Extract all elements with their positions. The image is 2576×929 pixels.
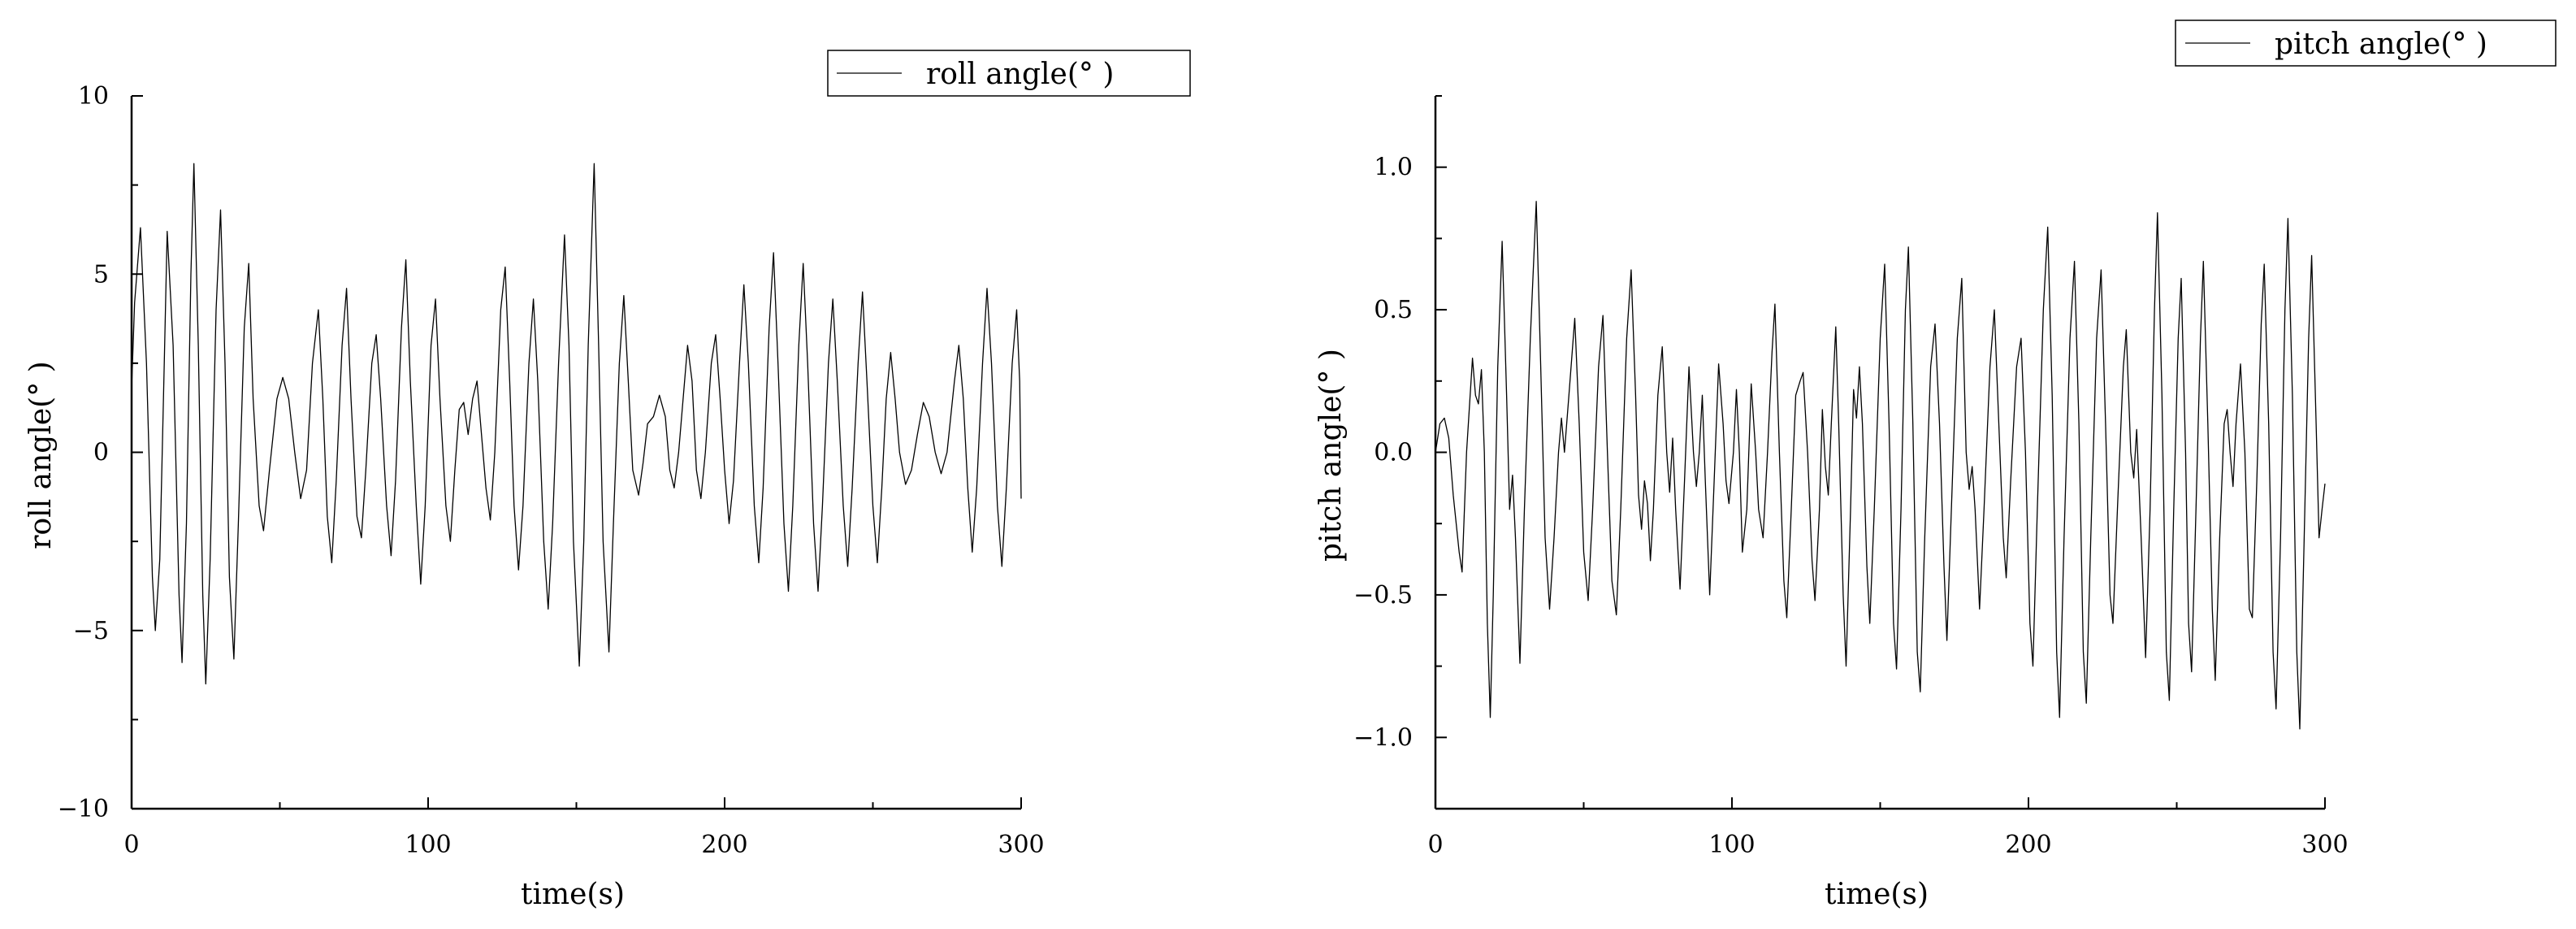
x-tick-label: 0 xyxy=(123,831,139,859)
x-tick-label: 100 xyxy=(405,831,451,859)
legend-label: pitch angle(° ) xyxy=(2275,28,2487,61)
roll-angle-chart: roll angle(° ) roll angle(° ) time(s) 0 1… xyxy=(24,50,1191,911)
y-tick-label: 5 xyxy=(93,260,109,289)
plot-area xyxy=(1435,201,2326,730)
pitch-angle-chart: pitch angle(° ) pitch angle(° ) time(s) … xyxy=(1314,20,2557,911)
y-tick-label: 0.0 xyxy=(1374,439,1413,467)
x-tick-label: 300 xyxy=(998,831,1044,859)
y-axis-title: roll angle(° ) xyxy=(24,361,58,549)
plot-area xyxy=(131,163,1022,685)
x-tick-label: 200 xyxy=(2005,831,2051,859)
series-line xyxy=(1435,201,2326,730)
legend: pitch angle(° ) xyxy=(2175,20,2557,67)
x-axis-title: time(s) xyxy=(1825,878,1929,911)
y-tick-label: −5 xyxy=(73,617,109,645)
x-tick-label: 0 xyxy=(1427,831,1443,859)
legend-label: roll angle(° ) xyxy=(926,58,1114,91)
y-tick-label: 1.0 xyxy=(1374,154,1413,182)
x-tick-label: 200 xyxy=(701,831,747,859)
ticks: 0 100 200 300 −10 −5 0 5 10 xyxy=(58,82,1045,859)
y-tick-label: 0 xyxy=(93,439,109,467)
y-tick-label: 10 xyxy=(78,82,109,111)
y-axis-title: pitch angle(° ) xyxy=(1314,349,1348,562)
x-tick-label: 100 xyxy=(1708,831,1755,859)
x-tick-label: 300 xyxy=(2301,831,2348,859)
x-axis-title: time(s) xyxy=(521,878,625,911)
y-tick-label: −10 xyxy=(58,795,109,823)
y-tick-label: −0.5 xyxy=(1353,581,1413,610)
legend: roll angle(° ) xyxy=(827,50,1191,97)
series-line xyxy=(131,163,1022,685)
y-tick-label: 0.5 xyxy=(1374,296,1413,324)
ticks: 0 100 200 300 −1.0 −0.5 0.0 0.5 1.0 xyxy=(1353,95,2349,859)
y-tick-label: −1.0 xyxy=(1353,723,1413,752)
